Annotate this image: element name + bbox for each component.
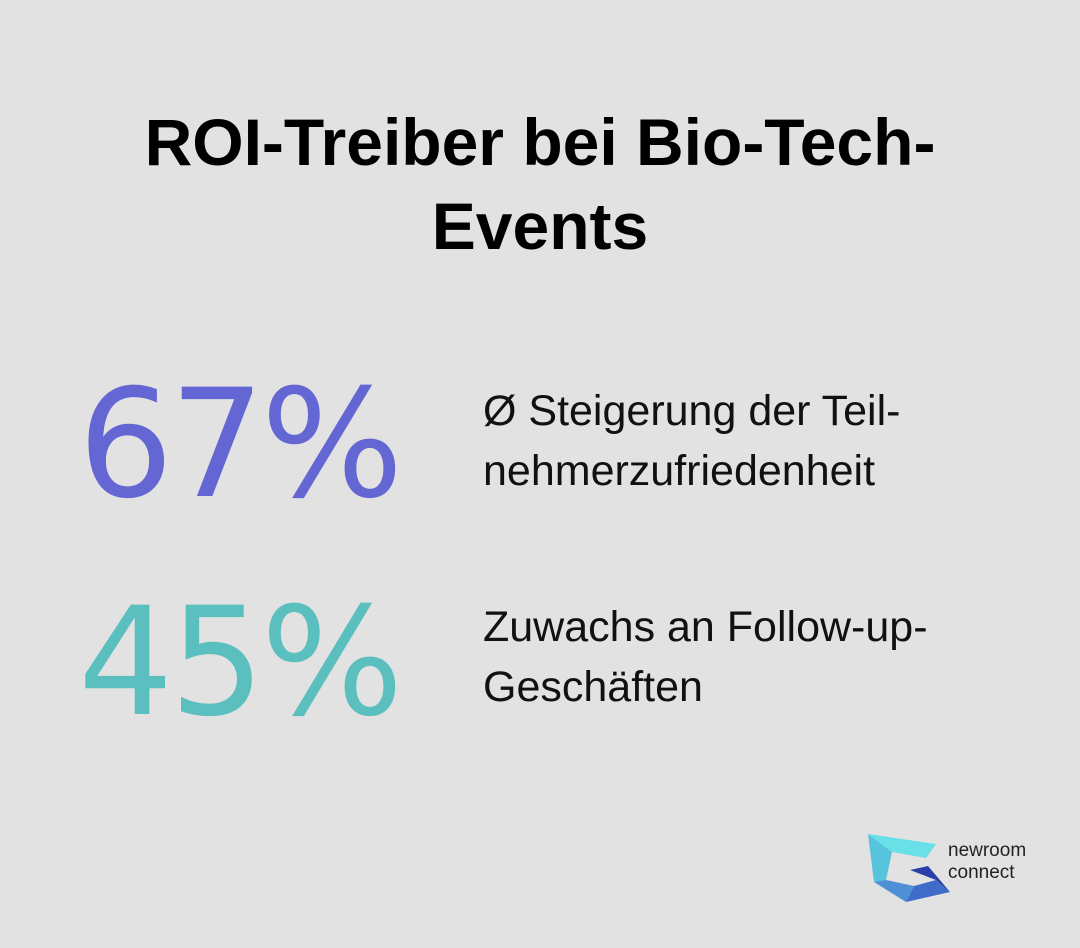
logo-line1: newroom [948,840,1027,861]
page-title: ROI-Treiber bei Bio-Tech-Events [60,100,1020,268]
stat-value-followup: 45% [78,576,403,750]
newroom-connect-logo-icon [868,834,950,902]
stat-label-line: Geschäften [483,663,703,711]
logo-line2: connect [948,862,1015,883]
stat-label-followup: Zuwachs an Follow-up- Geschäften [483,597,1023,717]
logo-text: newroom connect [948,840,1026,884]
stat-label-line: nehmerzufriedenheit [483,447,876,495]
stat-label-satisfaction: Ø Steigerung der Teil- nehmerzufriedenhe… [483,381,1023,501]
stat-label-line: Zuwachs an Follow-up- [483,603,928,651]
stat-label-line: Ø Steigerung der Teil- [483,387,901,435]
stat-value-satisfaction: 67% [78,358,403,532]
title-text: ROI-Treiber bei Bio-Tech-Events [144,105,936,263]
